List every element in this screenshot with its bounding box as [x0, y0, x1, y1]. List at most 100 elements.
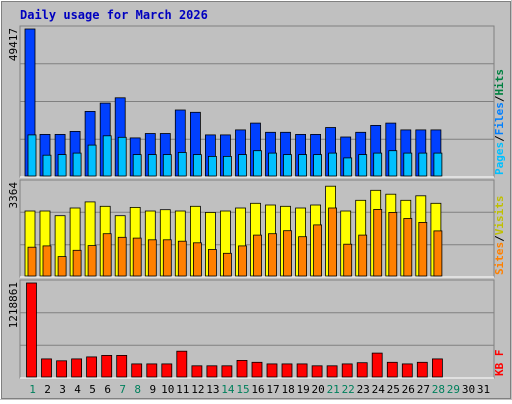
- kbytes-bar: [71, 358, 82, 378]
- sites-bar: [388, 211, 398, 277]
- x-tick-label: 18: [281, 383, 294, 396]
- kbytes-bar: [266, 363, 278, 378]
- kbytes-bar: [296, 363, 308, 378]
- kbytes-bar: [146, 363, 158, 378]
- kbytes-bar: [251, 361, 263, 378]
- kbytes-bar: [101, 354, 113, 378]
- pages-bar: [253, 150, 262, 177]
- x-tick-label: 14: [221, 383, 235, 396]
- x-axis: 1 2 3 4 5 6 7 8 9 10 11 12 13 14 15 16 17 18 19 20 21 22 23 24 2…: [29, 383, 490, 396]
- sites-bar: [87, 245, 97, 277]
- kbytes-bar: [386, 361, 398, 378]
- sites-bar: [283, 230, 292, 277]
- x-tick-label: 23: [357, 383, 370, 396]
- legend-entry: /: [493, 235, 506, 242]
- kbytes-bar: [356, 362, 368, 378]
- sites-bar: [343, 243, 353, 277]
- x-tick-label: 28: [432, 383, 445, 396]
- x-tick-label: 19: [296, 383, 309, 396]
- x-tick-label: 3: [59, 383, 66, 396]
- sites-bar: [418, 221, 428, 277]
- sites-bar: [27, 246, 37, 277]
- sites-bar: [102, 233, 112, 277]
- sites-bar: [433, 230, 443, 277]
- pages-bar: [268, 152, 277, 177]
- sites-bar: [57, 256, 67, 277]
- pages-bar: [87, 144, 97, 177]
- pages-bar: [117, 136, 127, 177]
- x-tick-label: 30: [462, 383, 475, 396]
- legend-entry: Visits: [493, 196, 506, 236]
- panels-layer: 49417Pages/Files/Hits3364Sites/Visits121…: [7, 25, 506, 379]
- kbytes-bar: [281, 363, 293, 378]
- sites-bar: [72, 249, 82, 277]
- sites-bar: [328, 207, 338, 277]
- x-tick-label: 31: [477, 383, 490, 396]
- kbytes-bar: [176, 350, 188, 378]
- sites-bar: [207, 249, 217, 277]
- x-tick-label: 21: [327, 383, 340, 396]
- pages-bar: [328, 152, 338, 177]
- sites-bar: [313, 224, 323, 277]
- x-tick-label: 1: [29, 383, 36, 396]
- sites-bar: [132, 237, 142, 277]
- sites-bar: [222, 252, 232, 277]
- pages-bar: [27, 134, 37, 177]
- pages-bar: [298, 154, 308, 177]
- sites-bar: [373, 208, 383, 277]
- x-tick-label: 9: [149, 383, 156, 396]
- pages-bar: [373, 152, 383, 177]
- kbytes-bar: [371, 352, 383, 378]
- sites-bar: [177, 240, 187, 277]
- kbytes-bar: [221, 365, 233, 378]
- sites-bar: [238, 245, 247, 277]
- x-tick-label: 27: [417, 383, 430, 396]
- kbytes-bar: [191, 365, 203, 378]
- pages-bar: [222, 155, 232, 177]
- pages-bar: [418, 152, 428, 177]
- kbytes-bar: [116, 354, 128, 378]
- kbytes-bar: [131, 363, 143, 378]
- kbytes-bar: [416, 361, 428, 378]
- kbytes-bar: [401, 363, 413, 378]
- pages-bar: [42, 154, 52, 177]
- pages-bar: [162, 154, 172, 177]
- x-tick-label: 6: [104, 383, 111, 396]
- sites-bar: [192, 242, 202, 277]
- panel-frame: [19, 279, 495, 379]
- kbytes-bar: [41, 358, 52, 378]
- x-tick-label: 11: [176, 383, 189, 396]
- pages-bar: [57, 154, 67, 177]
- x-tick-label: 13: [206, 383, 219, 396]
- kbytes-bar: [56, 360, 67, 378]
- pages-bar: [358, 154, 368, 177]
- panel-max-label: 3364: [7, 182, 20, 209]
- legend-entry: /: [493, 135, 506, 142]
- kbytes-bar: [86, 356, 97, 378]
- sites-bar: [117, 236, 127, 277]
- x-tick-label: 29: [447, 383, 460, 396]
- pages-bar: [313, 154, 323, 177]
- x-tick-label: 12: [191, 383, 204, 396]
- kbytes-bar: [26, 282, 37, 378]
- chart-title: Daily usage for March 2026: [20, 8, 208, 22]
- kbytes-bar: [326, 365, 338, 378]
- panel-legend: KB F: [493, 350, 506, 377]
- panel-visits-sites: 3364 Sites/Visits: [7, 179, 506, 278]
- kbytes-bar: [236, 359, 248, 378]
- x-tick-label: 24: [372, 383, 386, 396]
- legend-entry: Pages: [493, 142, 506, 175]
- pages-bar: [147, 154, 157, 177]
- x-tick-label: 8: [134, 383, 141, 396]
- sites-bar: [403, 218, 413, 277]
- kbytes-bar: [341, 363, 353, 378]
- x-tick-label: 10: [161, 383, 174, 396]
- x-tick-label: 17: [266, 383, 279, 396]
- pages-bar: [238, 154, 247, 177]
- x-tick-label: 2: [44, 383, 51, 396]
- panel-legend: Pages/Files/Hits: [493, 69, 506, 175]
